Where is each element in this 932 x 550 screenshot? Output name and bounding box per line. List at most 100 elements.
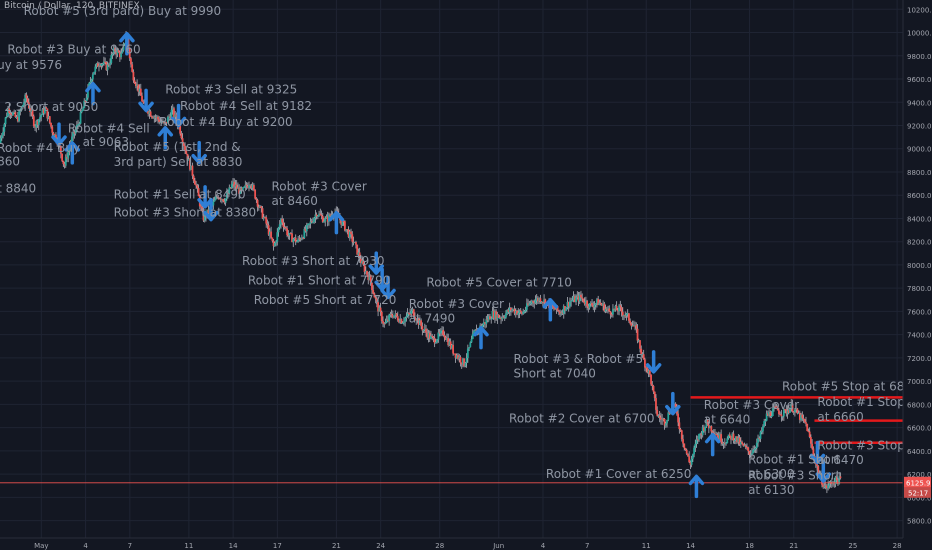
- price-tick-label: 7400.0: [907, 332, 932, 340]
- candle: [63, 163, 66, 166]
- candle: [401, 322, 404, 324]
- candle: [768, 412, 770, 416]
- trade-annotation: Robot #1 Short at 7790: [248, 274, 391, 288]
- countdown-tag: [904, 487, 931, 498]
- candle: [528, 303, 531, 306]
- candle: [47, 116, 50, 119]
- candle: [153, 116, 156, 119]
- candle: [580, 294, 582, 298]
- candle: [839, 476, 842, 479]
- candle: [345, 229, 348, 231]
- candle: [281, 218, 284, 223]
- candle: [481, 324, 484, 328]
- candle: [64, 157, 67, 166]
- candle: [562, 306, 565, 314]
- candle: [261, 208, 264, 219]
- price-tick-label: 9200.0: [907, 122, 932, 130]
- candle: [766, 413, 769, 416]
- candle: [235, 184, 238, 189]
- candle: [388, 314, 391, 321]
- candle: [142, 101, 145, 103]
- candle: [441, 329, 443, 331]
- trade-annotation: Robot #5 (3rd pard) Buy at 9990: [24, 4, 222, 18]
- candle: [21, 105, 24, 107]
- candle: [709, 426, 711, 429]
- candle: [696, 439, 699, 441]
- candle: [506, 309, 509, 314]
- candle: [578, 294, 581, 302]
- candle: [246, 186, 249, 188]
- trade-annotation: at 6660: [817, 410, 863, 424]
- candle: [361, 260, 364, 264]
- candle: [137, 84, 140, 92]
- trade-annotation: Robot #1 Cover at 6250: [546, 467, 692, 481]
- candle: [518, 310, 521, 313]
- candle: [245, 184, 248, 187]
- candle: [110, 55, 113, 64]
- candle: [157, 116, 159, 120]
- candle: [109, 63, 111, 66]
- candle: [492, 310, 495, 319]
- candle: [795, 408, 798, 410]
- trade-annotation: Robot #4 Sell: [68, 121, 150, 135]
- candle: [94, 66, 97, 72]
- candle: [720, 434, 723, 443]
- time-axis[interactable]: May 4 7 11 14 17 21 24 28 Jun 4 7 11 14 18 21 25 28: [0, 537, 903, 550]
- candle: [683, 443, 686, 449]
- price-tick-label: 9800.0: [907, 53, 932, 61]
- candle: [695, 439, 698, 444]
- candle: [264, 217, 266, 219]
- candle: [778, 410, 780, 415]
- price-tick-label: 7800.0: [907, 285, 932, 293]
- candle: [95, 63, 98, 67]
- candle: [166, 117, 169, 124]
- candle: [207, 209, 210, 214]
- arrow-head: [380, 288, 396, 300]
- candle: [197, 188, 200, 197]
- arrow-down-icon: [51, 122, 67, 146]
- time-tick-label: 11: [184, 542, 193, 550]
- candle: [728, 434, 731, 437]
- arrow-up-icon: [64, 141, 81, 165]
- candle: [396, 316, 399, 321]
- candle: [594, 303, 597, 305]
- candle: [489, 316, 491, 320]
- candle: [830, 482, 833, 485]
- candle: [541, 301, 544, 303]
- candle: [560, 312, 563, 315]
- candle: [287, 235, 290, 237]
- candle: [679, 429, 682, 431]
- candle: [201, 207, 204, 212]
- candle: [432, 336, 435, 339]
- grid-lines: [0, 0, 903, 538]
- candle: [184, 146, 186, 151]
- candle: [770, 416, 773, 418]
- candle: [573, 296, 576, 302]
- trade-annotations: Robot #5 (3rd pard) Buy at 9990 Robot #3 …: [0, 4, 920, 497]
- candle: [465, 358, 468, 363]
- candle: [610, 314, 613, 316]
- candle: [689, 462, 692, 465]
- candle: [742, 443, 745, 446]
- candle: [321, 216, 324, 223]
- candle: [308, 223, 311, 225]
- candle: [93, 71, 95, 75]
- candle: [18, 111, 20, 122]
- candle: [522, 311, 525, 315]
- candle: [90, 79, 93, 82]
- candle: [16, 116, 19, 122]
- candle: [253, 185, 255, 190]
- candle: [191, 165, 194, 176]
- time-tick-label: Jun: [492, 542, 504, 550]
- candle: [89, 81, 92, 84]
- candle: [688, 456, 691, 463]
- candle: [30, 110, 33, 113]
- candle: [219, 198, 222, 200]
- candle: [175, 114, 178, 122]
- price-axis[interactable]: 5800.0 6000.0 6200.0 6400.0 6600.0 6800.0 7000…: [902, 0, 932, 550]
- candle: [529, 303, 532, 305]
- candle: [685, 449, 688, 454]
- candle: [307, 223, 309, 226]
